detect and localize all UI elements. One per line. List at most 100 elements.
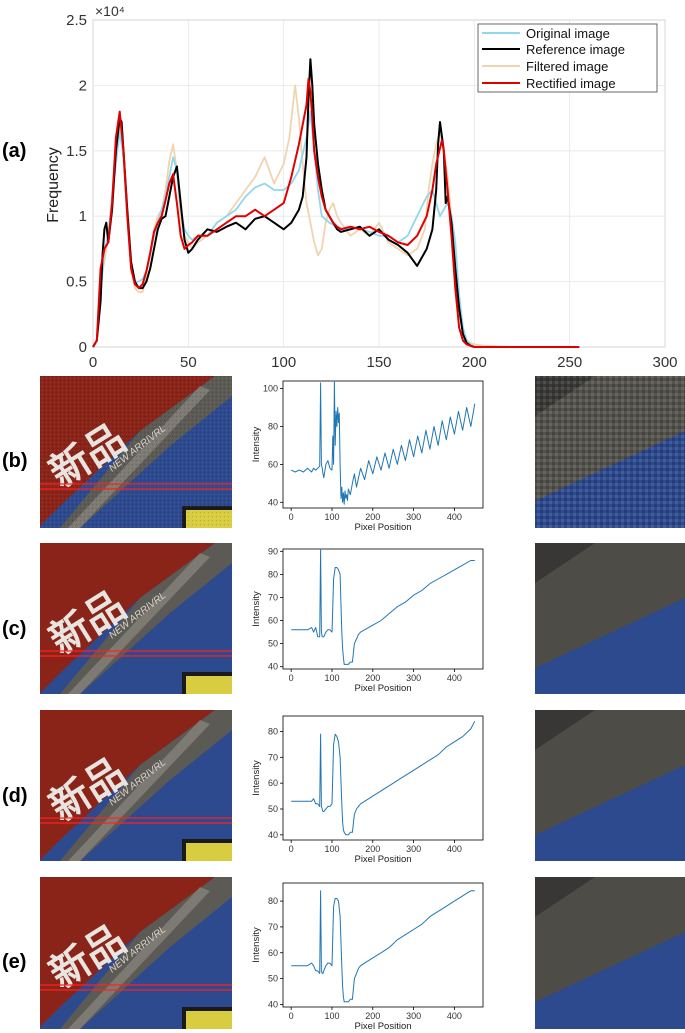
y-tick-label: 50 — [268, 639, 278, 649]
y-tick-label: 40 — [268, 662, 278, 672]
crop-dark-corner — [535, 877, 595, 917]
y-tick-label: 90 — [268, 546, 278, 556]
x-tick-label: 200 — [365, 673, 380, 683]
y-tick-label: 60 — [268, 616, 278, 626]
histogram-ticks: 0 50 100 150 200 250 300 0 0.5 1 1.5 2 2.5 — [66, 12, 677, 371]
panel-label-e: (e) — [2, 951, 26, 973]
panel-label-c: (c) — [2, 618, 26, 640]
histogram-grid — [92, 19, 666, 348]
y-tick-label: 50 — [268, 804, 278, 814]
x-tick-label: 100 — [324, 673, 339, 683]
y-tick-label: 50 — [268, 974, 278, 984]
crop-gray-region — [535, 543, 685, 668]
y-tick-label: 0 — [79, 339, 87, 356]
y-tick-label: 70 — [268, 592, 278, 602]
x-tick-label: 0 — [89, 354, 97, 371]
panel-label-a: (a) — [2, 140, 26, 162]
y-axis-label: Intensity — [251, 927, 262, 963]
intensity-profile-line — [290, 380, 476, 505]
y-tick-label: 2.5 — [66, 12, 87, 29]
scene-light-stripe — [68, 887, 210, 1029]
crop-dark-corner — [535, 543, 595, 583]
scene-yellow-letter — [186, 676, 232, 694]
x-tick-label: 300 — [406, 844, 421, 854]
scene-red-region — [40, 543, 215, 693]
x-tick-label: 250 — [557, 354, 582, 371]
x-axis-label: Pixel Position — [354, 683, 411, 694]
y-tick-label: 60 — [268, 778, 278, 788]
y-axis-label: Intensity — [251, 760, 262, 796]
y-tick-label: 80 — [268, 421, 278, 431]
series-line-rectified — [92, 77, 580, 348]
profile-plot-area — [282, 380, 484, 509]
legend-item-reference: Reference image — [526, 42, 625, 57]
y-tick-label: 40 — [268, 999, 278, 1009]
x-tick-label: 0 — [289, 1011, 294, 1021]
crop-dark-corner — [535, 710, 595, 750]
intensity-profile-line — [291, 548, 475, 665]
y-tick-label: 60 — [268, 948, 278, 958]
y-tick-label: 70 — [268, 752, 278, 762]
x-axis-label: Pixel Position — [354, 854, 411, 865]
x-tick-label: 300 — [652, 354, 677, 371]
x-tick-label: 200 — [462, 354, 487, 371]
y-tick-label: 40 — [268, 830, 278, 840]
scene-red-region — [40, 710, 215, 860]
intensity-profile-chart: 0 100 200 300 400 40 50 60 70 80 Pixel Position Int… — [251, 882, 484, 1032]
x-tick-label: 300 — [406, 673, 421, 683]
panel-label-d: (d) — [2, 785, 28, 807]
crop-noise — [535, 376, 685, 528]
y-tick-label: 60 — [268, 459, 278, 469]
x-tick-label: 0 — [289, 844, 294, 854]
intensity-profile-line — [291, 890, 475, 1003]
y-tick-label: 0.5 — [66, 274, 87, 291]
y-tick-label: 80 — [268, 569, 278, 579]
x-tick-label: 300 — [406, 512, 421, 522]
panel-label-b: (b) — [2, 450, 28, 472]
x-tick-label: 100 — [271, 354, 296, 371]
y-axis-label: Intensity — [251, 591, 262, 627]
x-tick-label: 0 — [289, 512, 294, 522]
histogram-series — [92, 58, 580, 348]
legend-item-filtered: Filtered image — [526, 59, 608, 74]
histogram-chart: 0 50 100 150 200 250 300 0 0.5 1 1.5 2 2.5 Frequency… — [45, 3, 678, 371]
x-tick-label: 50 — [180, 354, 197, 371]
y-tick-label: 80 — [268, 896, 278, 906]
x-axis-label: Pixel Position — [354, 1021, 411, 1032]
zoomed-crop-image — [535, 710, 685, 861]
scene-light-stripe — [68, 720, 210, 861]
x-tick-label: 300 — [406, 1011, 421, 1021]
x-tick-label: 200 — [365, 512, 380, 522]
series-line-reference — [92, 58, 580, 348]
scene-yellow-letter — [186, 1011, 232, 1029]
crop-gray-region — [535, 877, 685, 1002]
x-axis-label: Pixel Position — [354, 522, 411, 533]
x-tick-label: 200 — [365, 1011, 380, 1021]
y-axis-label: Frequency — [45, 147, 62, 223]
zoomed-crop-image — [535, 376, 685, 528]
x-tick-label: 150 — [366, 354, 391, 371]
zoomed-crop-image — [535, 877, 685, 1029]
profile-plot-area — [282, 715, 484, 841]
legend-box — [477, 23, 658, 93]
scene-red-region — [40, 877, 215, 1027]
y-axis-label: Intensity — [251, 427, 262, 463]
intensity-profile-chart: 0 100 200 300 400 40 50 60 70 80 90 Pixel Position I… — [251, 546, 484, 694]
zoomed-crop-image — [535, 543, 685, 694]
scene-noise — [40, 376, 232, 528]
histogram-legend: Original image Reference image Filtered … — [477, 23, 658, 93]
x-tick-label: 100 — [324, 512, 339, 522]
x-tick-label: 200 — [365, 844, 380, 854]
profile-plot-area — [282, 548, 484, 670]
x-tick-label: 0 — [289, 673, 294, 683]
legend-item-rectified: Rectified image — [526, 76, 616, 91]
intensity-profile-line — [291, 720, 476, 836]
x-tick-label: 100 — [324, 844, 339, 854]
y-tick-label: 70 — [268, 922, 278, 932]
scene-yellow-letter — [186, 843, 232, 861]
y-tick-label: 2 — [79, 77, 87, 94]
